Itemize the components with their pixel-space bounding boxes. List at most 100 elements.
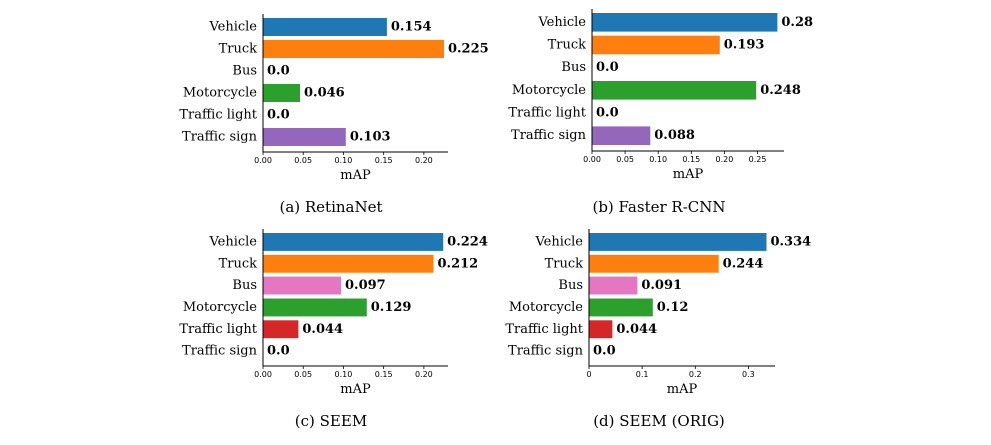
category-label: Motorcycle (512, 83, 586, 98)
value-label: 0.212 (438, 256, 479, 271)
panel-caption: (d) SEEM (ORIG) (593, 412, 725, 430)
value-label: 0.0 (267, 108, 290, 123)
value-label: 0.154 (391, 20, 432, 35)
bar-motorcycle (263, 298, 367, 317)
bar-vehicle (592, 13, 778, 32)
value-label: 0.044 (302, 322, 343, 337)
bar-traffic-sign (263, 128, 346, 146)
chart-panel-2: Vehicle 0.224 Truck 0.212 Bus 0.097 Motorcycle… (179, 229, 488, 430)
x-tick-label: 0.20 (415, 370, 433, 379)
panel-caption: (b) Faster R-CNN (592, 198, 725, 216)
value-label: 0.0 (596, 106, 619, 121)
x-tick-label: 0.1 (636, 370, 649, 379)
x-axis-label: mAP (667, 382, 698, 397)
value-label: 0.244 (723, 256, 764, 271)
x-tick-label: 0.25 (749, 155, 767, 164)
value-label: 0.0 (596, 60, 619, 75)
category-label: Vehicle (208, 20, 257, 35)
value-label: 0.0 (267, 344, 290, 359)
x-tick-label: 0.2 (689, 370, 702, 379)
value-label: 0.129 (371, 300, 412, 315)
chart-panel-3: Vehicle 0.334 Truck 0.244 Bus 0.091 Motorcycle… (505, 229, 811, 430)
x-tick-label: 0.15 (375, 370, 393, 379)
category-label: Motorcycle (509, 300, 583, 315)
category-label: Bus (558, 278, 583, 293)
category-label: Motorcycle (183, 300, 257, 315)
chart-panel-1: Vehicle 0.28 Truck 0.193 Bus 0.0 Motorcycle 0.2… (508, 9, 813, 216)
bar-motorcycle (589, 298, 653, 317)
value-label: 0.044 (616, 322, 657, 337)
value-label: 0.046 (304, 86, 345, 101)
x-tick-label: 0.00 (583, 155, 601, 164)
bar-vehicle (263, 18, 387, 36)
category-label: Traffic light (508, 106, 586, 121)
x-tick-label: 0.10 (335, 156, 353, 165)
panel-caption: (a) RetinaNet (279, 198, 382, 216)
x-tick-label: 0.00 (254, 370, 272, 379)
x-tick-label: 0.10 (649, 155, 667, 164)
value-label: 0.088 (654, 128, 695, 143)
x-tick-label: 0.20 (716, 155, 734, 164)
category-label: Bus (561, 60, 586, 75)
x-axis-label: mAP (340, 382, 371, 397)
x-axis-label: mAP (673, 167, 704, 182)
category-label: Traffic sign (511, 128, 587, 143)
x-axis-label: mAP (340, 168, 371, 183)
category-label: Bus (232, 64, 257, 79)
bar-bus (589, 276, 638, 295)
value-label: 0.12 (657, 300, 689, 315)
x-tick-label: 0.15 (375, 156, 393, 165)
chart-panel-0: Vehicle 0.154 Truck 0.225 Bus 0.0 Motorcycle 0.… (179, 14, 489, 216)
bar-truck (263, 40, 444, 58)
x-tick-label: 0.10 (335, 370, 353, 379)
category-label: Traffic sign (182, 344, 258, 359)
value-label: 0.097 (345, 278, 386, 293)
value-label: 0.103 (350, 130, 391, 145)
category-label: Traffic sign (182, 130, 258, 145)
bar-traffic-sign (592, 126, 651, 145)
value-label: 0.225 (448, 42, 489, 57)
value-label: 0.224 (447, 234, 488, 249)
category-label: Motorcycle (183, 86, 257, 101)
x-tick-label: 0.00 (254, 156, 272, 165)
x-tick-label: 0.05 (294, 370, 312, 379)
category-label: Traffic sign (508, 344, 584, 359)
category-label: Traffic light (179, 108, 257, 123)
value-label: 0.248 (760, 83, 801, 98)
value-label: 0.0 (593, 344, 616, 359)
bar-truck (592, 35, 720, 55)
value-label: 0.334 (770, 234, 811, 249)
category-label: Truck (219, 42, 258, 57)
value-label: 0.091 (641, 278, 682, 293)
bar-motorcycle (592, 81, 757, 100)
category-label: Truck (548, 38, 587, 53)
bar-truck (263, 254, 434, 273)
value-label: 0.0 (267, 64, 290, 79)
bar-traffic-light (263, 320, 299, 339)
bar-vehicle (263, 233, 444, 251)
x-tick-label: 0.3 (742, 370, 755, 379)
value-label: 0.193 (724, 38, 765, 53)
x-tick-label: 0.20 (415, 156, 433, 165)
bar-traffic-light (589, 320, 613, 339)
value-label: 0.28 (781, 15, 813, 30)
category-label: Truck (219, 256, 258, 271)
category-label: Truck (545, 256, 584, 271)
category-label: Traffic light (505, 322, 583, 337)
panel-caption: (c) SEEM (295, 412, 367, 430)
x-tick-label: 0.05 (294, 156, 312, 165)
x-tick-label: 0.05 (616, 155, 634, 164)
category-label: Vehicle (208, 234, 257, 249)
x-tick-label: 0 (586, 370, 591, 379)
bar-motorcycle (263, 84, 300, 102)
x-tick-label: 0.15 (682, 155, 700, 164)
category-label: Traffic light (179, 322, 257, 337)
category-label: Bus (232, 278, 257, 293)
bar-truck (589, 254, 719, 273)
category-label: Vehicle (534, 234, 583, 249)
category-label: Vehicle (537, 15, 586, 30)
bar-bus (263, 276, 341, 295)
bar-vehicle (589, 233, 767, 251)
